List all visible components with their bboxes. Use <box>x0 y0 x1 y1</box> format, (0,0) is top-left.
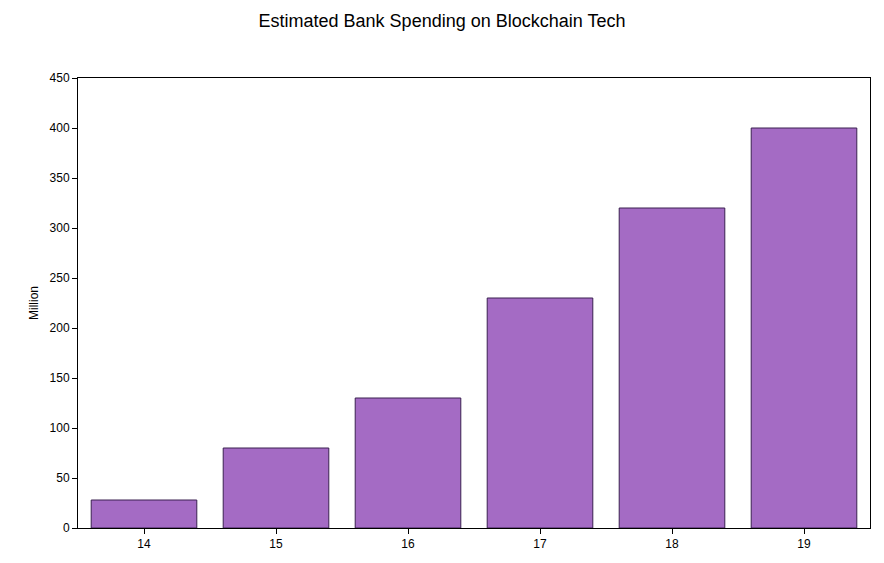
svg-text:15: 15 <box>269 537 283 551</box>
svg-text:0: 0 <box>63 521 70 535</box>
svg-text:18: 18 <box>665 537 679 551</box>
svg-text:400: 400 <box>50 121 70 135</box>
svg-text:250: 250 <box>50 271 70 285</box>
svg-text:Estimated Bank Spending on Blo: Estimated Bank Spending on Blockchain Te… <box>259 11 626 31</box>
svg-text:300: 300 <box>50 221 70 235</box>
svg-text:16: 16 <box>401 537 415 551</box>
svg-text:19: 19 <box>797 537 811 551</box>
svg-text:450: 450 <box>50 71 70 85</box>
svg-text:50: 50 <box>56 471 70 485</box>
svg-text:Million: Million <box>27 286 41 320</box>
svg-text:100: 100 <box>50 421 70 435</box>
svg-text:14: 14 <box>137 537 151 551</box>
svg-text:350: 350 <box>50 171 70 185</box>
svg-text:17: 17 <box>533 537 547 551</box>
svg-text:150: 150 <box>50 371 70 385</box>
svg-text:200: 200 <box>50 321 70 335</box>
